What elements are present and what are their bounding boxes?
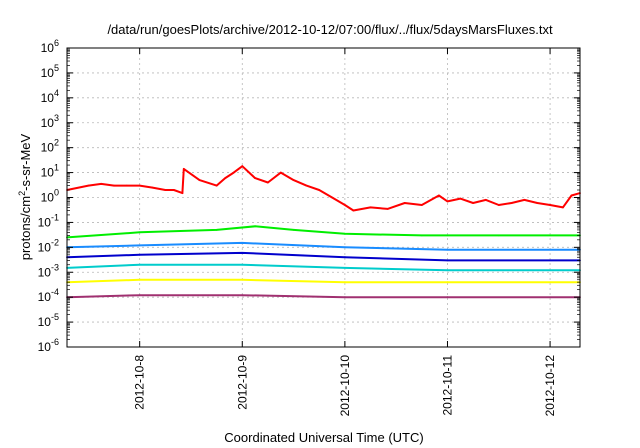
data-point bbox=[113, 184, 115, 187]
series-line bbox=[66, 294, 580, 299]
y-tick-label: 103 bbox=[41, 113, 59, 130]
data-point bbox=[138, 278, 141, 281]
data-point bbox=[446, 200, 449, 203]
data-point bbox=[344, 232, 346, 235]
data-point bbox=[279, 171, 282, 174]
data-point bbox=[344, 246, 346, 249]
y-tick-label: 10-4 bbox=[38, 287, 59, 304]
data-point bbox=[420, 204, 423, 206]
y-tick-label: 101 bbox=[41, 163, 59, 180]
data-point bbox=[224, 177, 227, 180]
data-point bbox=[254, 225, 256, 228]
data-point bbox=[138, 263, 141, 266]
y-tick-label: 10-5 bbox=[38, 312, 59, 329]
data-point bbox=[318, 189, 321, 191]
data-point bbox=[138, 294, 141, 297]
series-line bbox=[66, 241, 580, 251]
data-point bbox=[125, 184, 128, 187]
data-point bbox=[497, 234, 500, 237]
data-point bbox=[446, 259, 449, 262]
data-point bbox=[100, 183, 103, 185]
y-tick-label: 10-2 bbox=[38, 237, 59, 254]
data-point bbox=[215, 229, 218, 231]
data-point bbox=[138, 231, 141, 234]
y-tick-label: 100 bbox=[41, 188, 59, 205]
data-point bbox=[138, 184, 141, 187]
data-point bbox=[215, 184, 218, 187]
y-tick-label: 10-3 bbox=[38, 262, 59, 279]
y-tick-label: 102 bbox=[41, 138, 59, 155]
x-tick-label: 2012-10-10 bbox=[338, 355, 352, 417]
data-point bbox=[198, 179, 201, 182]
data-point bbox=[446, 248, 449, 251]
data-point bbox=[570, 194, 573, 197]
data-point bbox=[173, 189, 175, 191]
data-point bbox=[446, 296, 449, 299]
series-line bbox=[66, 263, 580, 272]
data-point bbox=[536, 202, 539, 204]
data-point bbox=[292, 179, 295, 182]
data-point bbox=[164, 189, 167, 191]
data-point bbox=[344, 281, 346, 284]
data-point bbox=[181, 192, 184, 195]
data-point bbox=[151, 186, 154, 189]
data-point bbox=[267, 181, 269, 184]
data-point bbox=[241, 252, 244, 254]
chart-title: /data/run/goesPlots/archive/2012-10-12/0… bbox=[107, 22, 553, 37]
x-axis-label: Coordinated Universal Time (UTC) bbox=[224, 430, 423, 445]
data-point bbox=[459, 197, 462, 200]
y-axis-label: protons/cm2-s-sr-MeV bbox=[17, 133, 33, 260]
series-line bbox=[66, 251, 580, 262]
axis-layer: 10-6 10-5 10-4 10-3 10-2 10-1 100 101 102 103 104 1… bbox=[38, 38, 581, 417]
data-point bbox=[182, 168, 185, 170]
plot-frame bbox=[66, 47, 581, 348]
y-tick-label: 10-6 bbox=[38, 337, 59, 354]
data-point bbox=[305, 184, 308, 187]
data-point bbox=[87, 184, 90, 187]
data-point bbox=[446, 281, 449, 284]
data-point bbox=[523, 199, 526, 201]
y-tick-label: 104 bbox=[41, 88, 59, 105]
series-line bbox=[66, 278, 580, 284]
data-point bbox=[403, 202, 406, 204]
data-point bbox=[344, 204, 346, 206]
data-point bbox=[331, 196, 333, 199]
data-point bbox=[241, 278, 244, 281]
x-tick-label: 2012-10-11 bbox=[440, 355, 454, 416]
y-tick-label: 105 bbox=[41, 63, 59, 80]
data-point bbox=[352, 209, 355, 212]
data-point bbox=[420, 234, 423, 237]
data-point bbox=[510, 202, 513, 204]
x-tick-label: 2012-10-12 bbox=[543, 355, 557, 417]
data-point bbox=[344, 256, 346, 259]
series-layer bbox=[66, 165, 581, 299]
y-tick-label: 10-1 bbox=[38, 212, 59, 229]
data-point bbox=[241, 294, 244, 297]
data-point bbox=[369, 206, 372, 209]
data-point bbox=[386, 208, 389, 210]
x-tick-label: 2012-10-9 bbox=[235, 355, 249, 410]
data-point bbox=[438, 194, 440, 197]
data-point bbox=[138, 253, 141, 256]
data-point bbox=[254, 177, 256, 180]
data-point bbox=[241, 263, 244, 266]
data-point bbox=[472, 202, 474, 204]
series-line bbox=[66, 165, 581, 212]
data-point bbox=[446, 269, 449, 272]
data-point bbox=[292, 229, 295, 231]
data-point bbox=[232, 171, 235, 174]
data-point bbox=[344, 296, 346, 299]
data-point bbox=[562, 206, 564, 209]
data-point bbox=[497, 204, 500, 206]
x-tick-label: 2012-10-8 bbox=[133, 355, 147, 410]
data-point bbox=[485, 199, 487, 201]
data-point bbox=[241, 165, 244, 168]
data-point bbox=[549, 204, 551, 206]
y-tick-label: 106 bbox=[41, 38, 59, 55]
data-point bbox=[241, 242, 244, 244]
data-point bbox=[138, 244, 141, 247]
data-point bbox=[344, 267, 346, 269]
